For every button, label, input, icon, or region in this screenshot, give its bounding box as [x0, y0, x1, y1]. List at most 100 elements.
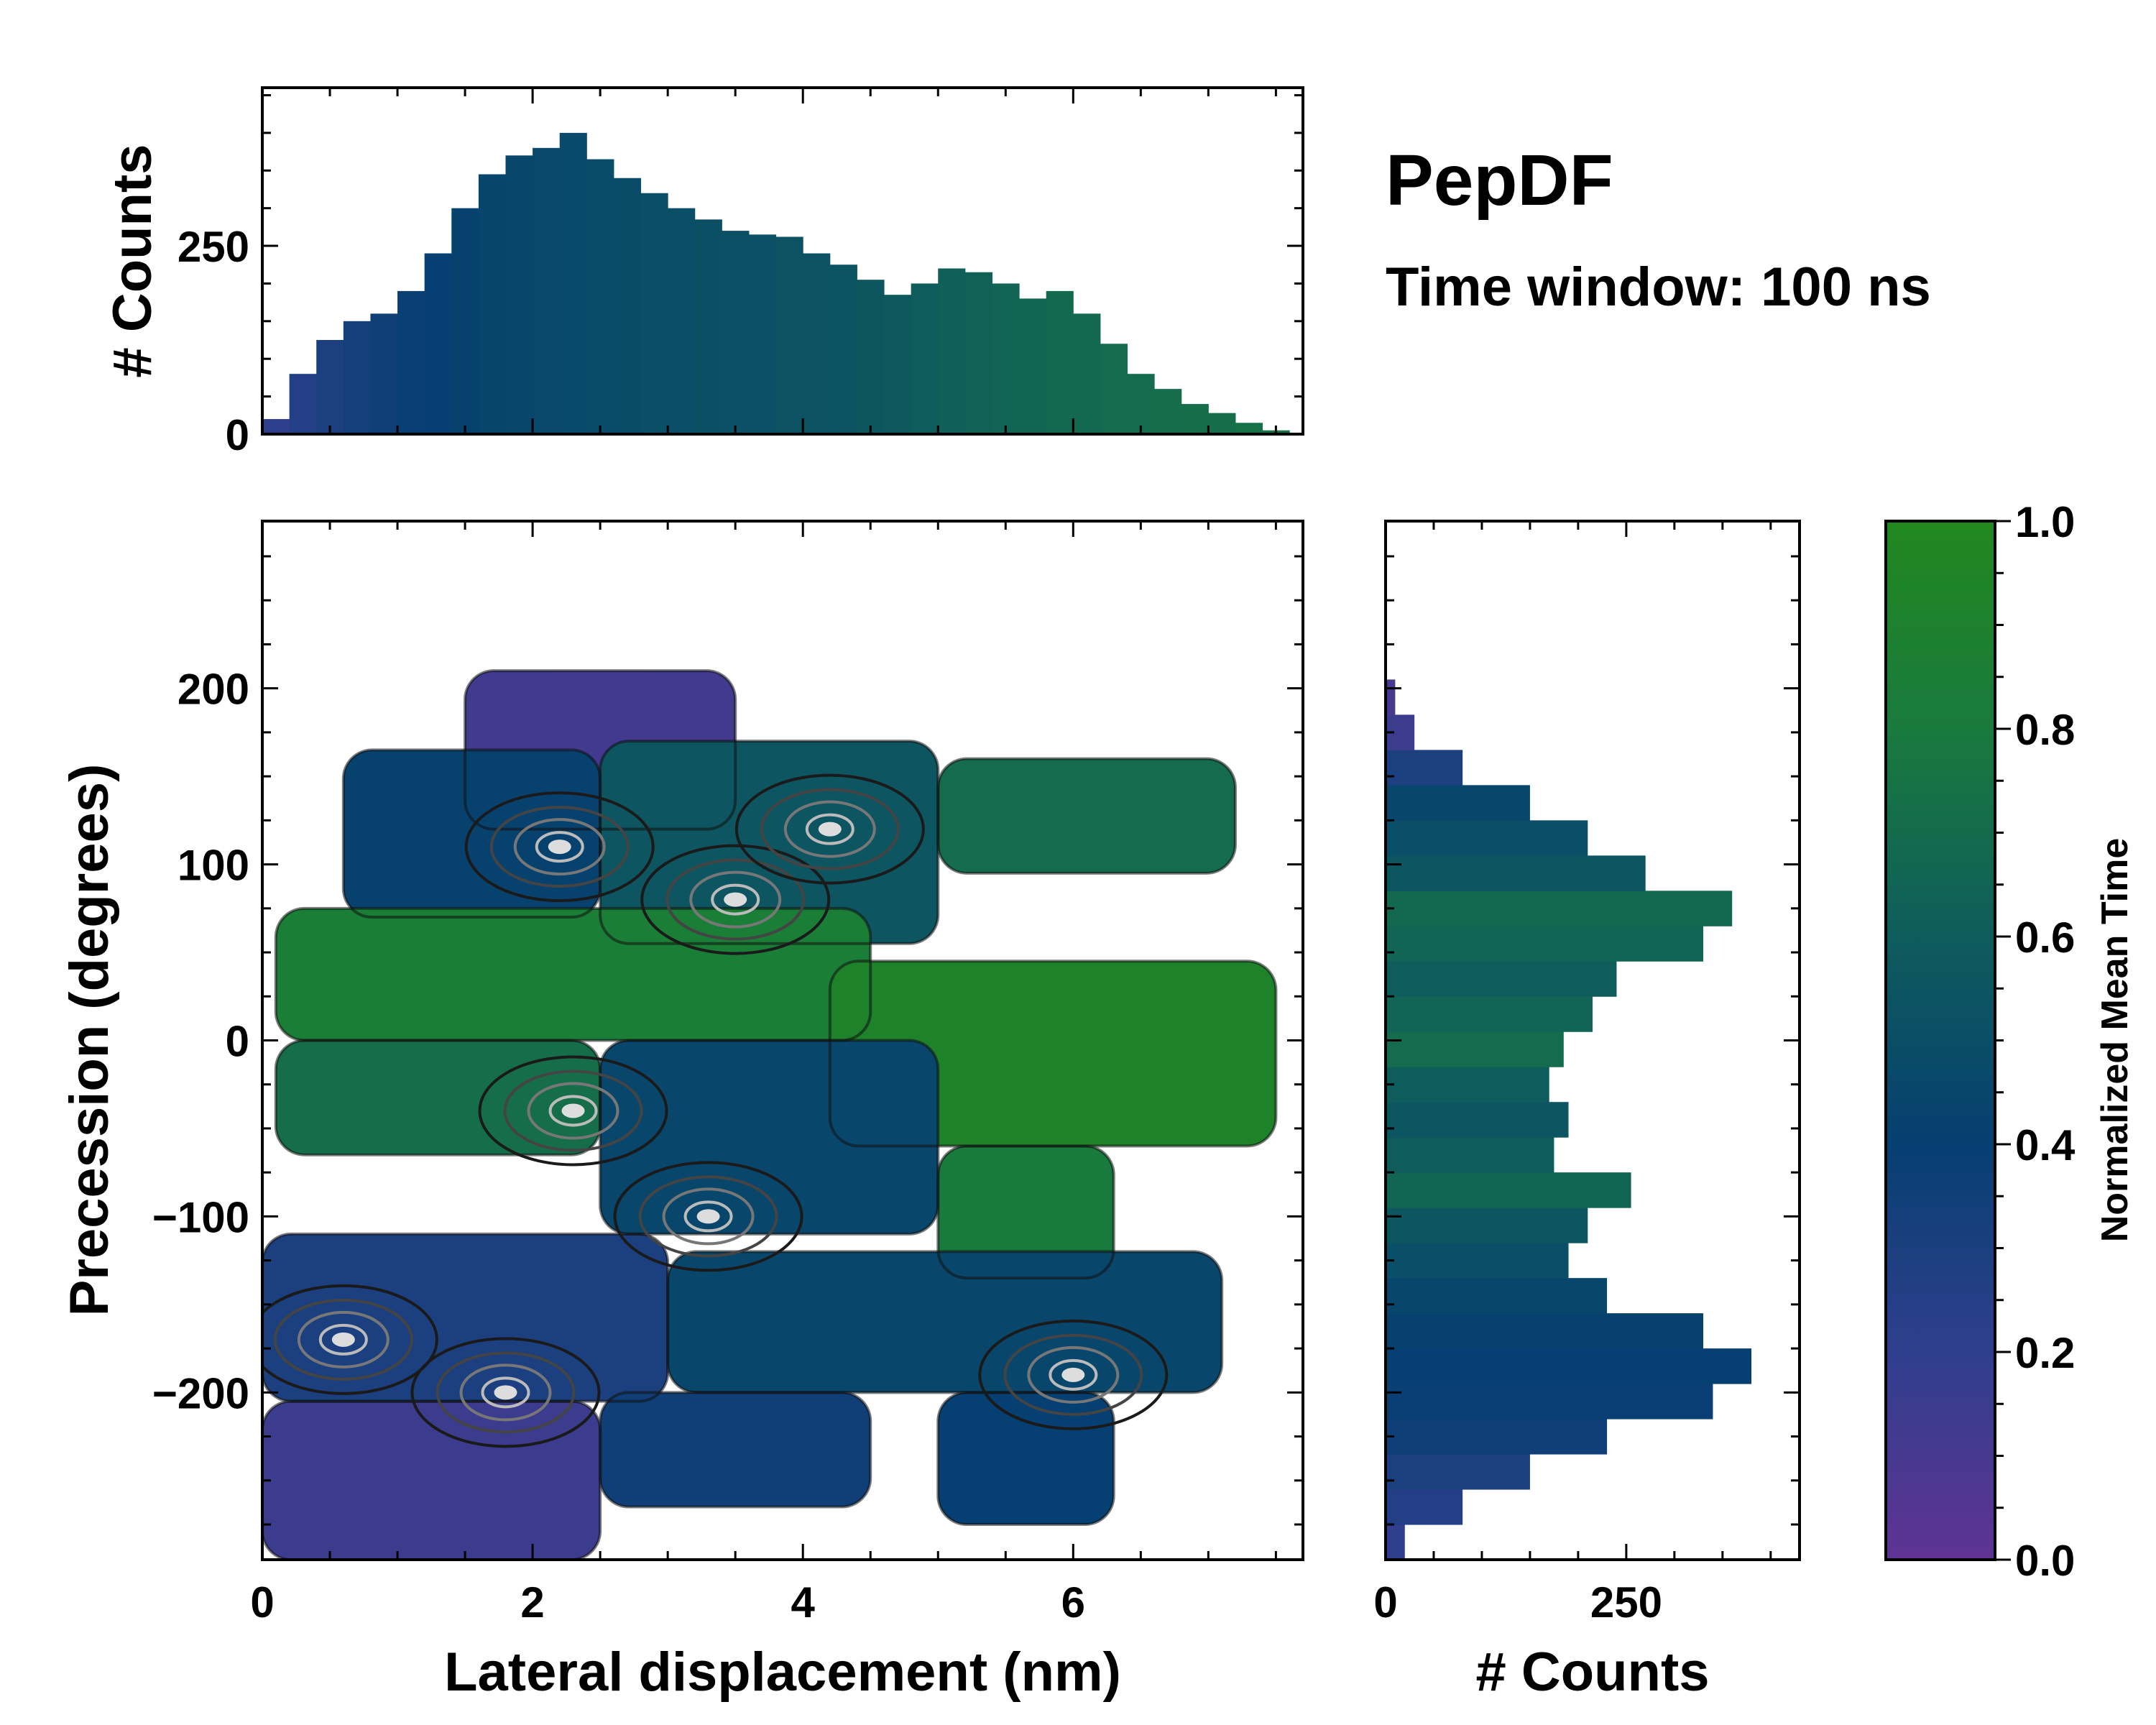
top-histogram-bar	[938, 268, 966, 434]
density-contour	[410, 1337, 601, 1448]
heatmap-region	[938, 758, 1235, 873]
heatmap-region	[938, 1392, 1114, 1525]
density-contour	[464, 791, 655, 903]
right-histogram-bar	[1386, 1489, 1463, 1525]
right-histogram-bar	[1386, 891, 1733, 926]
colorbar-label: Normalized Mean Time	[2094, 838, 2136, 1243]
top-histogram-bar	[343, 321, 371, 434]
top-histogram-bar	[289, 374, 317, 434]
density-contour	[481, 1376, 530, 1409]
right-histogram-bar	[1386, 926, 1704, 962]
heatmap-region	[343, 750, 601, 918]
top-histogram-bar	[964, 272, 992, 434]
top-histogram-bar	[316, 340, 344, 434]
heatmap-regions	[262, 671, 1276, 1560]
top-histogram-bar	[370, 313, 398, 434]
top-histogram-bar	[505, 155, 533, 434]
density-contour	[665, 858, 806, 941]
density-contour	[318, 1323, 368, 1356]
density-contour	[613, 1161, 803, 1272]
main-x-tick-label: 4	[791, 1578, 816, 1627]
density-contour	[662, 1187, 755, 1246]
density-contour	[503, 1070, 643, 1152]
main-y-tick-label: 200	[178, 666, 249, 714]
main-heatmap-panel: 0 2 4 6 −200 −100 0 100 200 Lateral displacemen…	[59, 520, 1304, 1703]
region-boundary-contour	[936, 1391, 1115, 1527]
density-peak	[724, 892, 747, 907]
right-histogram-bar	[1386, 820, 1588, 856]
top-histogram-bar	[1127, 374, 1155, 434]
top-histogram-bar	[640, 193, 668, 434]
top-histogram-bar	[262, 419, 290, 434]
density-contour	[478, 1055, 668, 1167]
right-histogram-x-tick-labels: 0 250	[1373, 1578, 1662, 1627]
heatmap-region	[600, 1040, 939, 1234]
top-histogram-bar	[1154, 389, 1182, 434]
density-contour	[489, 806, 630, 888]
top-histogram-bar	[613, 178, 642, 434]
main-y-tick-labels: −200 −100 0 100 200	[152, 666, 249, 1418]
top-histogram-bar	[884, 295, 912, 434]
top-histogram-bar	[533, 147, 561, 434]
density-contour	[297, 1310, 390, 1368]
right-histogram-bar	[1386, 1454, 1530, 1490]
main-x-tick-labels: 0 2 4 6	[250, 1578, 1085, 1627]
density-contour	[262, 1284, 438, 1395]
top-histogram-bar	[586, 159, 614, 435]
top-histogram-bar	[829, 264, 857, 434]
right-histogram-bar	[1386, 1278, 1608, 1314]
density-peak	[818, 822, 842, 837]
density-contour	[1027, 1346, 1120, 1404]
top-histogram-bar	[992, 283, 1020, 434]
colorbar-tick-label: 0.2	[2015, 1329, 2075, 1377]
colorbar-ticks: 0.0 0.2 0.4 0.6 0.8 1.0	[1995, 498, 2076, 1585]
region-boundary-contour	[936, 757, 1237, 875]
right-histogram-x-tick-label: 250	[1590, 1578, 1662, 1627]
density-contour	[535, 831, 584, 863]
main-x-axis-label: Lateral displacement (nm)	[444, 1642, 1121, 1703]
main-y-axis-label: Precession (degrees)	[59, 764, 120, 1317]
region-boundary-contour	[599, 1391, 872, 1509]
top-histogram-bar	[1208, 413, 1236, 434]
main-x-tick-label: 6	[1061, 1578, 1085, 1627]
right-histogram-bar	[1386, 1348, 1752, 1384]
top-histogram-y-tick-label: 0	[226, 411, 249, 459]
density-peak	[1061, 1367, 1085, 1382]
top-histogram-bar	[1235, 423, 1263, 434]
right-histogram-bar	[1386, 996, 1593, 1032]
density-contours	[262, 669, 1278, 1560]
top-histogram-bar	[1100, 344, 1128, 434]
density-contour	[734, 773, 925, 885]
colorbar-tick-label: 0.6	[2015, 914, 2075, 962]
right-histogram-bars	[1386, 679, 1752, 1560]
right-histogram-bar	[1386, 1137, 1554, 1173]
density-peak	[548, 840, 571, 855]
density-contour	[760, 788, 900, 870]
density-contour	[683, 1200, 733, 1233]
top-histogram-bar	[1046, 290, 1074, 434]
density-contour	[1003, 1333, 1143, 1416]
top-histogram-bar	[1019, 298, 1047, 434]
heatmap-region	[668, 1251, 1222, 1393]
top-histogram-bar	[748, 234, 777, 434]
density-contour	[978, 1319, 1169, 1430]
top-histogram-bar	[478, 174, 506, 434]
density-peak	[561, 1103, 585, 1118]
heatmap-region	[600, 1392, 871, 1507]
top-histogram-y-axis-label: # Counts	[102, 144, 163, 377]
density-contour	[527, 1082, 619, 1140]
density-contour	[689, 870, 782, 929]
top-histogram-bar	[559, 132, 587, 434]
top-histogram-y-tick-labels: 0 250	[178, 223, 249, 459]
right-histogram-bar	[1386, 1313, 1704, 1349]
top-histogram-bar	[857, 280, 885, 434]
density-contour	[548, 1095, 598, 1127]
top-histogram-bar	[1073, 313, 1101, 434]
region-boundary-contour	[936, 1144, 1115, 1280]
top-histogram-bar	[1181, 404, 1209, 434]
top-histogram-bar	[424, 253, 452, 434]
density-contour	[273, 1298, 413, 1381]
top-histogram-bar	[397, 290, 425, 434]
right-histogram-bar	[1386, 679, 1396, 715]
